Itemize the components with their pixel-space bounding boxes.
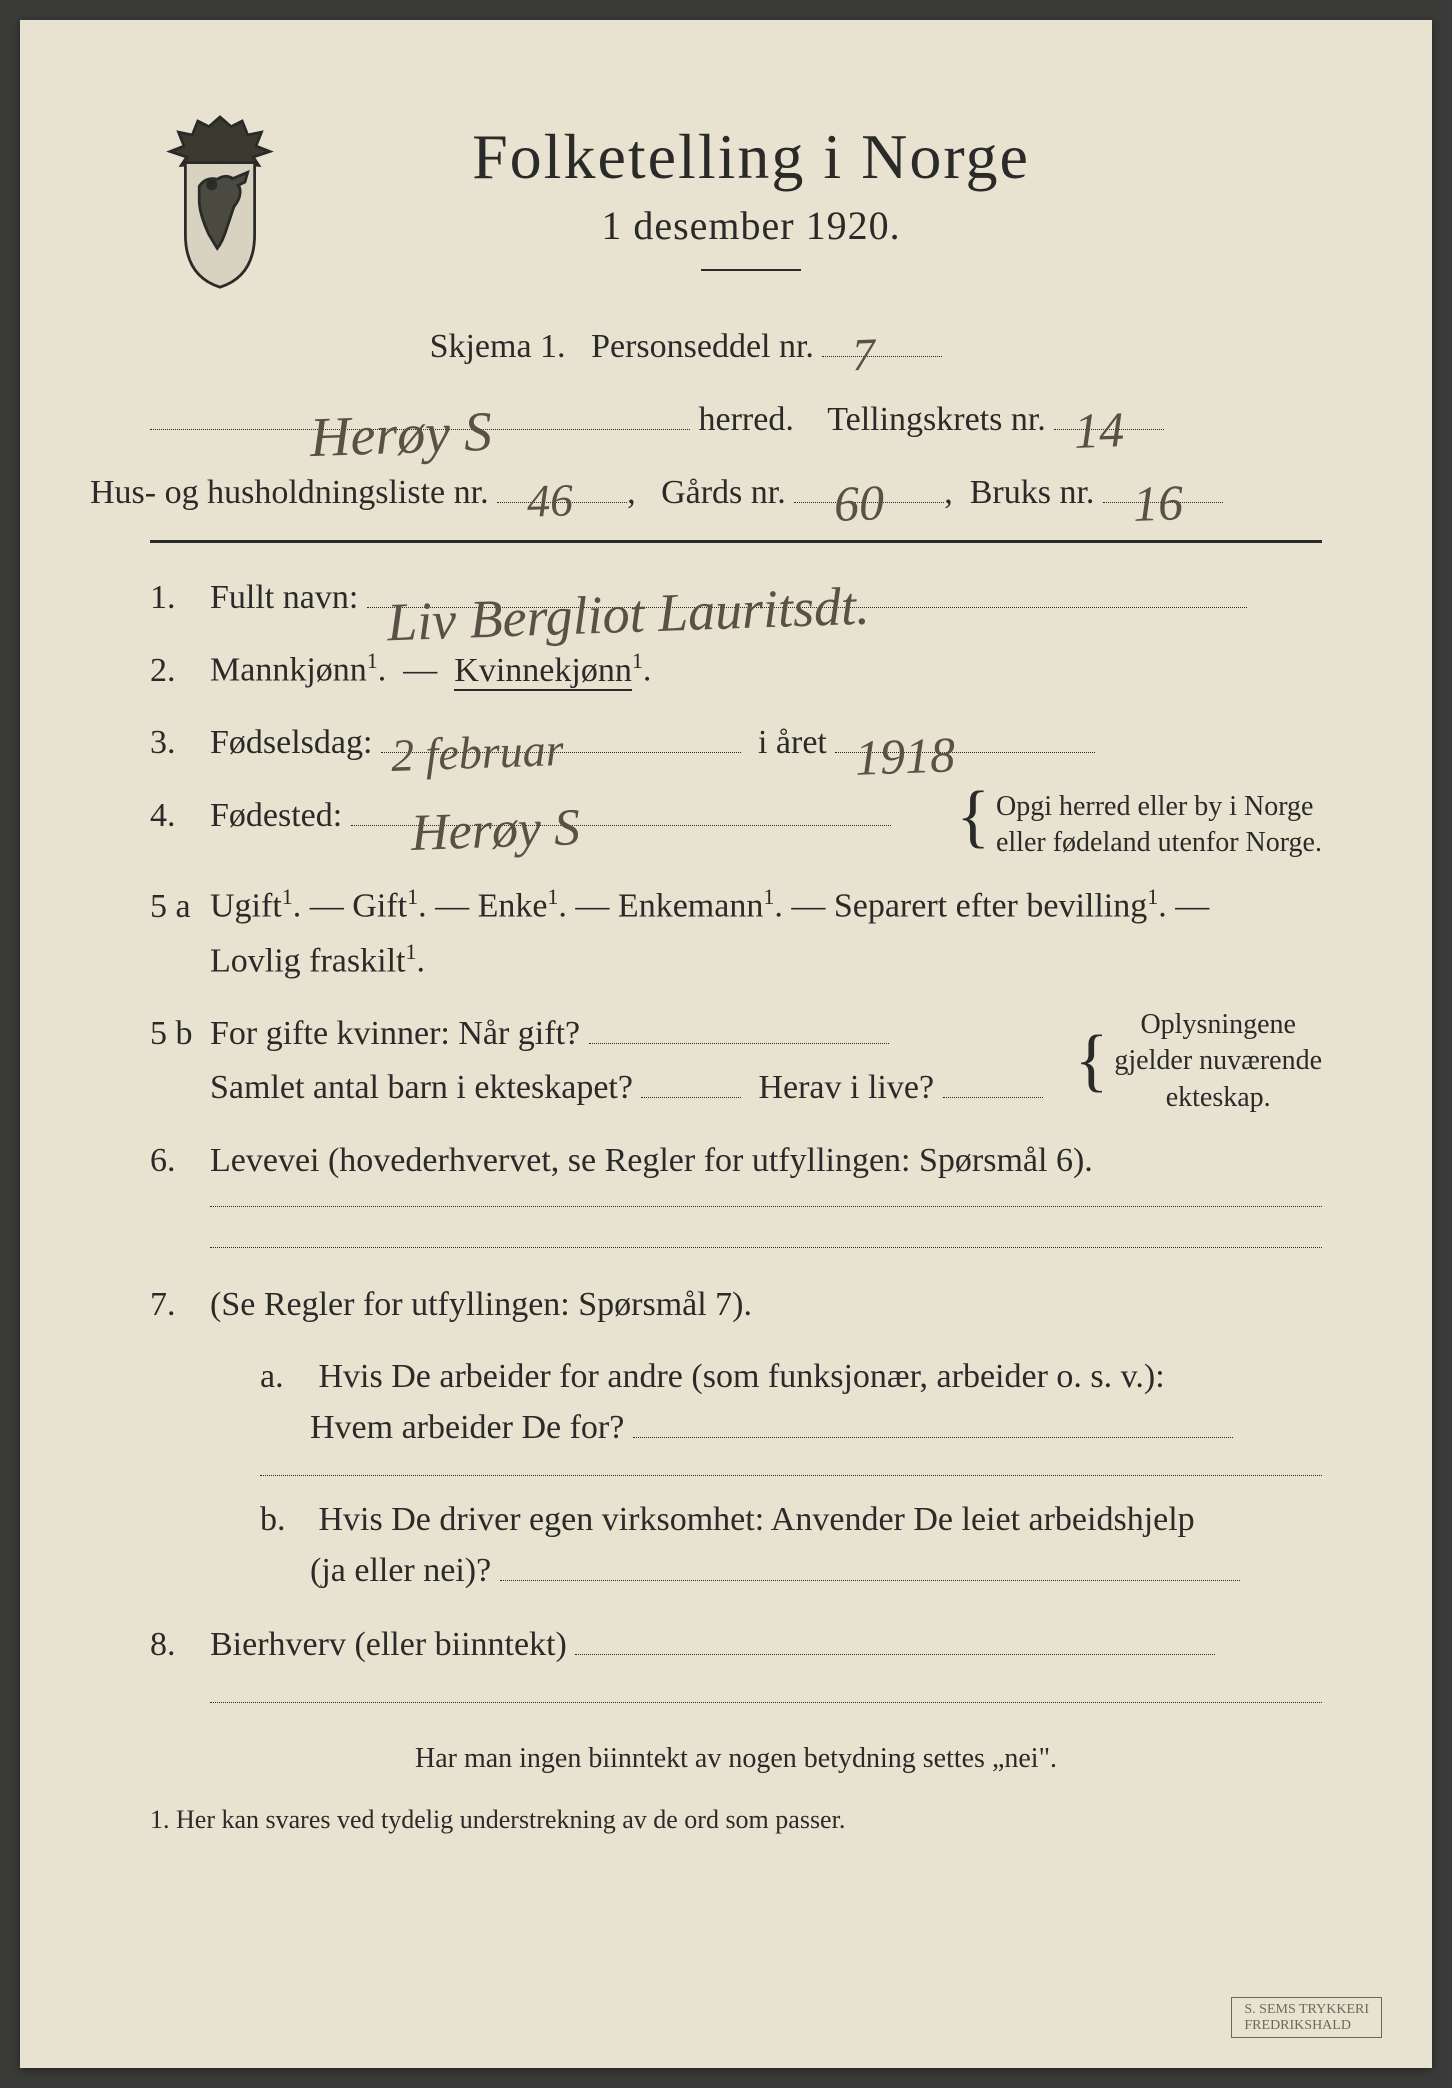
q4-label: Fødested:: [210, 797, 342, 834]
q4-field: Herøy S: [351, 825, 891, 826]
q5a-separert: Separert efter bevilling: [834, 888, 1147, 925]
q8-line: [210, 1702, 1322, 1703]
q5b-row: 5 b For gifte kvinner: Når gift? Samlet …: [150, 1007, 1322, 1116]
gards-label: Gårds nr.: [661, 474, 786, 511]
brace-icon: {: [1075, 1033, 1109, 1089]
bruks-field: 16: [1103, 502, 1223, 503]
q6-num: 6.: [150, 1134, 210, 1188]
q6-row: 6. Levevei (hovederhvervet, se Regler fo…: [150, 1134, 1322, 1188]
q5b-line1: For gifte kvinner: Når gift?: [210, 1015, 580, 1052]
q3-num: 3.: [150, 716, 210, 770]
q6-line1: [210, 1206, 1322, 1207]
coat-of-arms-icon: [150, 110, 290, 290]
bruks-label: Bruks nr.: [970, 474, 1095, 511]
tellingskrets-label: Tellingskrets nr.: [827, 401, 1046, 438]
q3-day-value: 2 februar: [390, 713, 565, 793]
tellingskrets-field: 14: [1054, 429, 1164, 430]
personseddel-label: Personseddel nr.: [591, 328, 814, 365]
husliste-field: 46: [497, 502, 627, 503]
q7a-line: [260, 1475, 1322, 1476]
q7a-label: a.: [260, 1351, 310, 1402]
q8-field: [575, 1654, 1215, 1655]
q7b-field: [500, 1580, 1240, 1581]
q3-day-field: 2 februar: [381, 752, 741, 753]
skjema-label: Skjema 1.: [430, 328, 566, 365]
q5a-gift: Gift: [352, 888, 407, 925]
q5b-line2b: Herav i live?: [758, 1069, 934, 1106]
q7a-line1: Hvis De arbeider for andre (som funksjon…: [319, 1358, 1165, 1395]
q3-year-field: 1918: [835, 752, 1095, 753]
q2-num: 2.: [150, 644, 210, 698]
footer-cut: 1. Her kan svares ved tydelig understrek…: [150, 1805, 1322, 1835]
q5b-live-field: [943, 1097, 1043, 1098]
q5b-note: Oplysningene gjelder nuværende ekteskap.: [1114, 1007, 1322, 1116]
q5b-gift-field: [589, 1043, 889, 1044]
husliste-value: 46: [526, 465, 574, 536]
bruks-value: 16: [1132, 465, 1185, 542]
personseddel-value: 7: [851, 320, 876, 390]
q8-num: 8.: [150, 1618, 210, 1672]
q7a-row: a. Hvis De arbeider for andre (som funks…: [150, 1351, 1322, 1453]
gards-value: 60: [833, 465, 886, 542]
q5b-barn-field: [641, 1097, 741, 1098]
divider-icon: [701, 269, 801, 271]
brace-icon: {: [956, 789, 990, 845]
q1-row: 1. Fullt navn: Liv Bergliot Lauritsdt.: [150, 571, 1322, 625]
herred-row: Herøy S herred. Tellingskrets nr. 14: [150, 394, 1322, 445]
q3-year-value: 1918: [854, 714, 957, 797]
q5b-line2a: Samlet antal barn i ekteskapet?: [210, 1069, 633, 1106]
q6-text: Levevei (hovederhvervet, se Regler for u…: [210, 1134, 1322, 1188]
q7-intro: (Se Regler for utfyllingen: Spørsmål 7).: [210, 1278, 1322, 1332]
q8-label: Bierhverv (eller biinntekt): [210, 1626, 567, 1663]
q7a-line2: Hvem arbeider De for?: [310, 1409, 624, 1446]
q4-note: Opgi herred eller by i Norge eller fødel…: [996, 789, 1322, 862]
q1-value: Liv Bergliot Lauritsdt.: [385, 563, 870, 666]
husliste-label: Hus- og husholdningsliste nr.: [90, 474, 489, 511]
q7-row: 7. (Se Regler for utfyllingen: Spørsmål …: [150, 1278, 1322, 1332]
q5a-fraskilt: Lovlig fraskilt: [210, 942, 405, 979]
herred-label: herred.: [699, 401, 794, 438]
main-title: Folketelling i Norge: [320, 120, 1182, 194]
q2-mann: Mannkjønn: [210, 652, 367, 689]
husliste-row: Hus- og husholdningsliste nr. 46 , Gårds…: [90, 467, 1322, 518]
q6-line2: [210, 1247, 1322, 1248]
q3-label: Fødselsdag:: [210, 724, 372, 761]
title-block: Folketelling i Norge 1 desember 1920.: [320, 120, 1322, 301]
skjema-row: Skjema 1. Personseddel nr. 7: [150, 321, 1322, 372]
q8-row: 8. Bierhverv (eller biinntekt): [150, 1618, 1322, 1672]
q7-num: 7.: [150, 1278, 210, 1332]
q4-row: 4. Fødested: Herøy S { Opgi herred eller…: [150, 789, 1322, 862]
tellingskrets-value: 14: [1073, 392, 1126, 469]
q5a-row: 5 a Ugift1. — Gift1. — Enke1. — Enkemann…: [150, 879, 1322, 988]
q7b-line1: Hvis De driver egen virksomhet: Anvender…: [319, 1501, 1195, 1538]
footer-note: Har man ingen biinntekt av nogen betydni…: [150, 1743, 1322, 1775]
q7b-line2: (ja eller nei)?: [310, 1552, 491, 1589]
q3-row: 3. Fødselsdag: 2 februar i året 1918: [150, 716, 1322, 770]
q1-label: Fullt navn:: [210, 579, 358, 616]
q5a-enkemann: Enkemann: [618, 888, 763, 925]
gards-field: 60: [794, 502, 944, 503]
q3-year-label: i året: [758, 724, 827, 761]
q5a-enke: Enke: [478, 888, 548, 925]
q1-num: 1.: [150, 571, 210, 625]
q4-num: 4.: [150, 789, 210, 843]
q1-field: Liv Bergliot Lauritsdt.: [367, 607, 1247, 608]
personseddel-field: 7: [822, 356, 942, 357]
q5b-num: 5 b: [150, 1007, 210, 1061]
date-line: 1 desember 1920.: [320, 202, 1182, 249]
herred-field: Herøy S: [150, 429, 690, 430]
q7b-label: b.: [260, 1494, 310, 1545]
q5a-num: 5 a: [150, 880, 210, 934]
q7a-field: [633, 1437, 1233, 1438]
q5a-ugift: Ugift: [210, 888, 282, 925]
q7b-row: b. Hvis De driver egen virksomhet: Anven…: [150, 1494, 1322, 1596]
q4-value: Herøy S: [409, 786, 581, 875]
header: Folketelling i Norge 1 desember 1920.: [150, 120, 1322, 301]
printer-stamp: S. SEMS TRYKKERI FREDRIKSHALD: [1231, 1997, 1382, 2038]
census-form-page: Folketelling i Norge 1 desember 1920. Sk…: [20, 20, 1432, 2068]
